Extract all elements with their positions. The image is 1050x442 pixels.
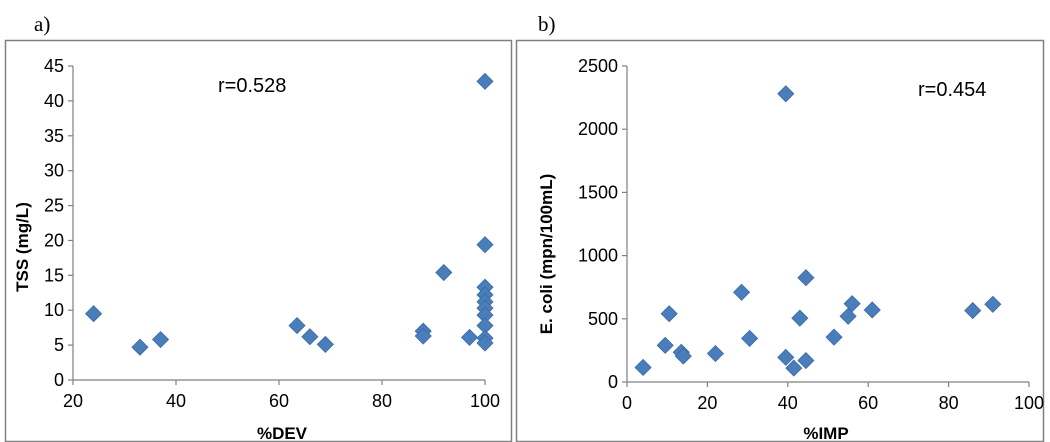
x-tick-label: 100 xyxy=(470,391,500,411)
chart-frame-a xyxy=(4,39,513,442)
data-point xyxy=(151,330,170,349)
data-point xyxy=(660,305,678,323)
data-point xyxy=(131,338,149,356)
scatter-chart-a: 0 5 10 15 20 25 30 35 40 45 20 40 60 80 100 %DEV TSS (mg… xyxy=(13,56,500,442)
data-point xyxy=(85,305,103,323)
x-tick-label: 60 xyxy=(269,391,289,411)
y-tick-label: 25 xyxy=(44,196,64,216)
x-axis-title: %IMP xyxy=(803,424,848,442)
data-point xyxy=(797,269,815,287)
y-tick-label: 35 xyxy=(44,126,64,146)
data-point xyxy=(706,344,725,363)
y-tick-label: 20 xyxy=(44,230,64,250)
y-tick-label: 10 xyxy=(44,300,64,320)
data-point xyxy=(634,358,652,377)
y-tick-label: 5 xyxy=(54,335,64,355)
data-point xyxy=(288,317,306,335)
data-point xyxy=(435,263,453,282)
data-point xyxy=(414,327,432,345)
data-point xyxy=(301,328,319,346)
y-tick-label: 500 xyxy=(588,309,618,329)
data-point xyxy=(656,336,674,354)
y-tick-label: 15 xyxy=(44,265,64,285)
x-tick-label: 40 xyxy=(166,391,186,411)
y-tick-label: 45 xyxy=(44,56,64,76)
y-tick-label: 0 xyxy=(608,372,618,392)
x-tick-label: 20 xyxy=(697,393,717,413)
data-point xyxy=(733,283,751,301)
y-tick-label: 2000 xyxy=(578,119,618,139)
data-point xyxy=(460,328,479,347)
data-point xyxy=(791,309,809,327)
y-tick-label: 40 xyxy=(44,91,64,111)
data-point xyxy=(797,351,815,370)
data-point xyxy=(839,307,857,325)
y-tick-label: 1000 xyxy=(578,246,618,266)
y-tick-label: 30 xyxy=(44,161,64,181)
x-tick-label: 100 xyxy=(1014,393,1044,413)
data-point xyxy=(843,295,861,313)
panel-label-a: a) xyxy=(34,12,51,36)
x-tick-label: 80 xyxy=(939,393,959,413)
data-point xyxy=(863,301,881,319)
y-tick-label: 0 xyxy=(54,370,64,390)
data-point xyxy=(964,302,982,320)
data-point xyxy=(476,334,494,352)
y-tick-label: 2500 xyxy=(578,56,618,76)
y-tick-label: 1500 xyxy=(578,182,618,202)
data-point xyxy=(476,236,494,254)
x-tick-label: 60 xyxy=(858,393,878,413)
x-tick-label: 0 xyxy=(622,393,632,413)
x-axis-title: %DEV xyxy=(257,424,308,442)
correlation-annotation: r=0.454 xyxy=(918,79,986,101)
x-tick-label: 20 xyxy=(63,391,83,411)
data-point xyxy=(825,328,843,346)
data-point xyxy=(316,335,334,353)
y-axis-title: E. coli (mpn/100mL) xyxy=(537,174,556,335)
data-point xyxy=(984,295,1002,313)
data-point xyxy=(785,359,803,377)
y-axis-title: TSS (mg/L) xyxy=(13,202,32,292)
data-point xyxy=(777,348,795,366)
x-tick-label: 80 xyxy=(372,391,392,411)
scatter-chart-b: 0 500 1000 1500 2000 2500 0 20 40 60 80 100 %IMP E. c… xyxy=(537,56,1044,442)
panel-label-b: b) xyxy=(538,12,556,36)
correlation-annotation: r=0.528 xyxy=(218,75,286,97)
data-point xyxy=(777,85,795,103)
data-point xyxy=(674,347,692,365)
data-point xyxy=(476,72,494,90)
data-point xyxy=(741,329,759,347)
x-tick-label: 40 xyxy=(778,393,798,413)
